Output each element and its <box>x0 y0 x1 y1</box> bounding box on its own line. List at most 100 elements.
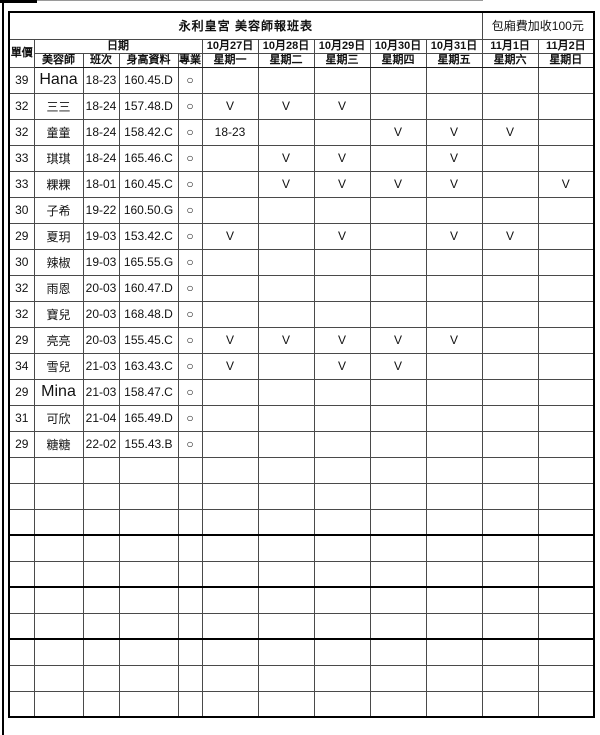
price-cell: 34 <box>8 352 35 380</box>
profile-cell: 155.43.B <box>118 430 179 458</box>
empty-cell <box>425 456 483 484</box>
empty-cell <box>118 560 179 588</box>
table-row: 30 子希 19-22 160.50.G ○ <box>8 196 595 224</box>
sheet-edge-horizontal-line-thick <box>0 0 37 3</box>
day-cell-mon <box>201 248 259 276</box>
empty-cell <box>313 664 371 692</box>
day-cell-sat: V <box>481 118 539 146</box>
empty-cell <box>425 482 483 510</box>
specialty-circle-mark: ○ <box>177 144 203 172</box>
day-cell-sun <box>537 66 595 94</box>
empty-cell <box>537 456 595 484</box>
sheet-edge-vertical-line <box>2 0 4 735</box>
empty-cell <box>481 690 539 718</box>
specialty-circle-mark: ○ <box>177 430 203 458</box>
empty-cell <box>313 690 371 718</box>
profile-cell: 165.46.C <box>118 144 179 172</box>
empty-cell <box>313 638 371 666</box>
empty-cell <box>82 586 120 614</box>
day-cell-mon <box>201 196 259 224</box>
shift-cell: 21-04 <box>82 404 120 432</box>
table-row: 33 粿粿 18-01 160.45.C ○ V V V V V <box>8 170 595 198</box>
table-row: 39 Hana 18-23 160.45.D ○ <box>8 66 595 94</box>
day-cell-fri: V <box>425 118 483 146</box>
table-row: 29 亮亮 20-03 155.45.C ○ V V V V V <box>8 326 595 354</box>
day-cell-wed <box>313 404 371 432</box>
empty-row <box>8 508 595 536</box>
empty-cell <box>33 456 84 484</box>
specialty-circle-mark: ○ <box>177 378 203 406</box>
empty-cell <box>201 560 259 588</box>
table-row: 32 三三 18-24 157.48.D ○ V V V <box>8 92 595 120</box>
empty-cell <box>201 456 259 484</box>
day-cell-fri: V <box>425 222 483 250</box>
day-cell-tue <box>257 352 315 380</box>
day-cell-sat <box>481 66 539 94</box>
day-cell-sat <box>481 352 539 380</box>
col-header-beautician: 美容師 <box>33 52 84 68</box>
day-cell-sun <box>537 222 595 250</box>
day-cell-tue <box>257 118 315 146</box>
shift-cell: 21-03 <box>82 378 120 406</box>
day-cell-fri: V <box>425 144 483 172</box>
profile-cell: 165.55.G <box>118 248 179 276</box>
header-weekday-row: 美容師 班次 身高資料 專業 星期一 星期二 星期三 星期四 星期五 星期六 星… <box>9 52 595 68</box>
shift-cell: 19-03 <box>82 248 120 276</box>
specialty-circle-mark: ○ <box>177 196 203 224</box>
empty-row <box>8 690 595 718</box>
empty-cell <box>481 508 539 536</box>
day-cell-fri <box>425 352 483 380</box>
empty-cell <box>369 456 427 484</box>
empty-cell <box>201 638 259 666</box>
col-header-weekday: 星期二 <box>257 52 315 68</box>
fee-note: 包廂費加收100元 <box>481 11 595 40</box>
day-cell-mon <box>201 170 259 198</box>
shift-cell: 18-24 <box>82 118 120 146</box>
shift-cell: 21-03 <box>82 352 120 380</box>
shift-cell: 18-24 <box>82 144 120 172</box>
profile-cell: 155.45.C <box>118 326 179 354</box>
empty-cell <box>537 482 595 510</box>
shift-cell: 18-01 <box>82 170 120 198</box>
profile-cell: 158.42.C <box>118 118 179 146</box>
empty-cell <box>177 586 203 614</box>
day-cell-wed <box>313 430 371 458</box>
day-cell-tue <box>257 222 315 250</box>
col-header-date: 10月29日 <box>313 38 371 54</box>
day-cell-wed <box>313 378 371 406</box>
day-cell-thu <box>369 196 427 224</box>
empty-cell <box>118 638 179 666</box>
day-cell-mon <box>201 144 259 172</box>
profile-cell: 160.47.D <box>118 274 179 302</box>
empty-row <box>8 534 595 562</box>
profile-cell: 165.49.D <box>118 404 179 432</box>
col-header-date-group: 日期 <box>33 38 203 54</box>
empty-cell <box>369 482 427 510</box>
price-cell: 29 <box>8 222 35 250</box>
empty-cell <box>257 508 315 536</box>
empty-cell <box>177 456 203 484</box>
table-row: 29 Mina 21-03 158.47.C ○ <box>8 378 595 406</box>
title-row: 永利皇宮 美容師報班表 包廂費加收100元 <box>8 11 595 40</box>
empty-cell <box>8 456 35 484</box>
empty-cell <box>537 534 595 562</box>
day-cell-sun <box>537 430 595 458</box>
table-row: 31 可欣 21-04 165.49.D ○ <box>8 404 595 432</box>
empty-cell <box>425 664 483 692</box>
empty-cell <box>425 534 483 562</box>
specialty-circle-mark: ○ <box>177 170 203 198</box>
day-cell-wed: V <box>313 352 371 380</box>
empty-cell <box>118 508 179 536</box>
page-title: 永利皇宮 美容師報班表 <box>8 11 483 40</box>
col-header-date: 11月2日 <box>537 38 595 54</box>
day-cell-sat <box>481 404 539 432</box>
empty-cell <box>82 638 120 666</box>
empty-cell <box>201 586 259 614</box>
day-cell-fri <box>425 196 483 224</box>
empty-cell <box>33 612 84 640</box>
day-cell-tue: V <box>257 326 315 354</box>
empty-cell <box>257 638 315 666</box>
empty-cell <box>8 508 35 536</box>
empty-cell <box>8 560 35 588</box>
shift-cell: 18-23 <box>82 66 120 94</box>
